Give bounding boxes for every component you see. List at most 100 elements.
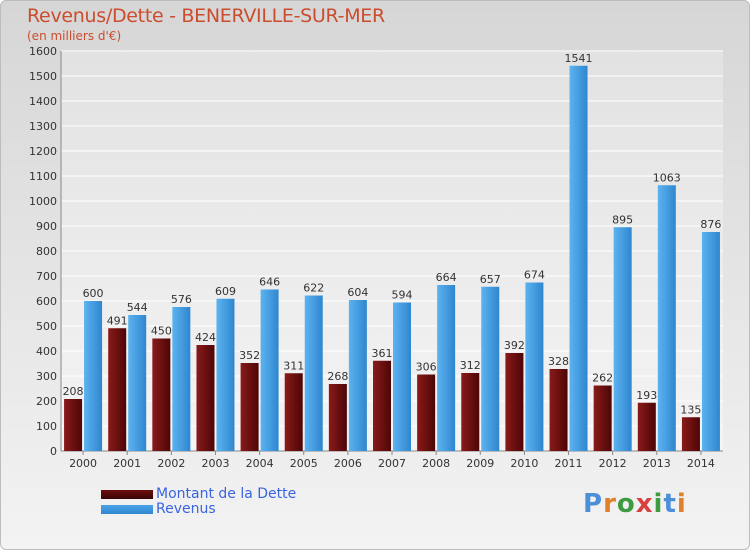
data-label-revenus: 594: [392, 289, 413, 302]
data-label-dette: 450: [151, 325, 172, 338]
x-tick-label: 2010: [510, 457, 538, 470]
y-tick-label: 1000: [29, 195, 57, 208]
legend-label-revenus: Revenus: [156, 501, 216, 517]
x-tick-label: 2009: [466, 457, 494, 470]
bar-dette: [593, 385, 612, 451]
logo-letter: o: [616, 489, 636, 519]
bar-dette: [64, 399, 83, 451]
data-label-revenus: 576: [171, 293, 192, 306]
data-label-revenus: 895: [612, 213, 633, 226]
x-tick-label: 2008: [422, 457, 450, 470]
y-tick-label: 800: [36, 245, 57, 258]
logo-letter: P: [583, 489, 604, 519]
y-tick-label: 1400: [29, 95, 57, 108]
data-label-revenus: 1541: [565, 52, 593, 65]
data-label-dette: 262: [592, 372, 613, 385]
y-tick-label: 1600: [29, 45, 57, 58]
data-label-dette: 311: [283, 359, 304, 372]
data-label-revenus: 609: [215, 285, 236, 298]
bar-dette: [328, 384, 347, 451]
y-tick-label: 400: [36, 345, 57, 358]
y-tick-label: 1500: [29, 70, 57, 83]
legend-swatch-dette: [101, 490, 153, 499]
data-label-revenus: 664: [436, 271, 457, 284]
bar-dette: [549, 369, 568, 451]
data-label-dette: 424: [195, 331, 216, 344]
bar-dette: [240, 363, 259, 451]
bar-revenus: [304, 295, 323, 451]
bar-revenus: [525, 282, 544, 451]
bar-dette: [108, 328, 127, 451]
logo-letter: x: [635, 489, 654, 519]
data-label-dette: 312: [460, 359, 481, 372]
bar-revenus: [172, 307, 191, 451]
data-label-revenus: 674: [524, 269, 545, 282]
y-tick-label: 600: [36, 295, 57, 308]
bar-revenus: [437, 285, 456, 451]
data-label-dette: 361: [372, 347, 393, 360]
y-tick-label: 300: [36, 370, 57, 383]
bar-revenus: [481, 286, 500, 451]
chart-subtitle: (en milliers d'€): [27, 29, 122, 43]
x-tick-label: 2011: [555, 457, 583, 470]
x-tick-label: 2006: [334, 457, 362, 470]
data-label-dette: 135: [680, 403, 701, 416]
bar-revenus: [84, 301, 103, 451]
bar-revenus: [128, 315, 147, 451]
data-label-revenus: 646: [259, 276, 280, 289]
bar-dette: [681, 417, 700, 451]
bar-revenus: [657, 185, 676, 451]
x-tick-label: 2005: [290, 457, 318, 470]
data-label-revenus: 1063: [653, 171, 681, 184]
x-tick-label: 2003: [201, 457, 229, 470]
bar-dette: [505, 353, 524, 451]
y-tick-label: 1100: [29, 170, 57, 183]
data-label-revenus: 622: [303, 282, 324, 295]
bar-revenus: [701, 232, 720, 451]
x-tick-label: 2000: [69, 457, 97, 470]
bar-revenus: [260, 289, 279, 451]
data-label-revenus: 876: [700, 218, 721, 231]
bar-revenus: [216, 298, 235, 451]
bar-dette: [196, 345, 215, 451]
data-label-dette: 193: [636, 389, 657, 402]
y-tick-label: 200: [36, 395, 57, 408]
bar-revenus: [569, 65, 588, 451]
x-tick-label: 2012: [599, 457, 627, 470]
y-tick-label: 900: [36, 220, 57, 233]
y-tick-label: 1200: [29, 145, 57, 158]
bar-dette: [284, 373, 303, 451]
data-label-dette: 328: [548, 355, 569, 368]
data-label-dette: 208: [63, 385, 84, 398]
x-tick-label: 2014: [687, 457, 715, 470]
y-tick-label: 1300: [29, 120, 57, 133]
x-tick-label: 2002: [157, 457, 185, 470]
bar-revenus: [393, 302, 411, 451]
data-label-dette: 392: [504, 339, 525, 352]
legend-swatch-revenus: [101, 505, 153, 514]
bar-dette: [417, 374, 436, 451]
data-label-revenus: 657: [480, 273, 501, 286]
y-tick-label: 100: [36, 420, 57, 433]
data-label-dette: 306: [416, 361, 437, 374]
data-label-dette: 352: [239, 349, 260, 362]
data-label-dette: 268: [327, 370, 348, 383]
chart-title: Revenus/Dette - BENERVILLE-SUR-MER: [27, 5, 385, 27]
data-label-revenus: 544: [127, 301, 148, 314]
x-tick-label: 2001: [113, 457, 141, 470]
y-tick-label: 500: [36, 320, 57, 333]
bar-dette: [461, 373, 480, 451]
data-label-revenus: 600: [83, 287, 104, 300]
logo-letter: i: [653, 489, 664, 519]
bar-dette: [373, 360, 391, 451]
data-label-revenus: 604: [347, 286, 368, 299]
bar-dette: [152, 338, 171, 451]
data-label-dette: 491: [107, 314, 128, 327]
x-tick-label: 2007: [378, 457, 406, 470]
logo-letter: i: [676, 489, 687, 519]
x-tick-label: 2013: [643, 457, 671, 470]
x-tick-label: 2004: [246, 457, 274, 470]
y-tick-label: 700: [36, 270, 57, 283]
